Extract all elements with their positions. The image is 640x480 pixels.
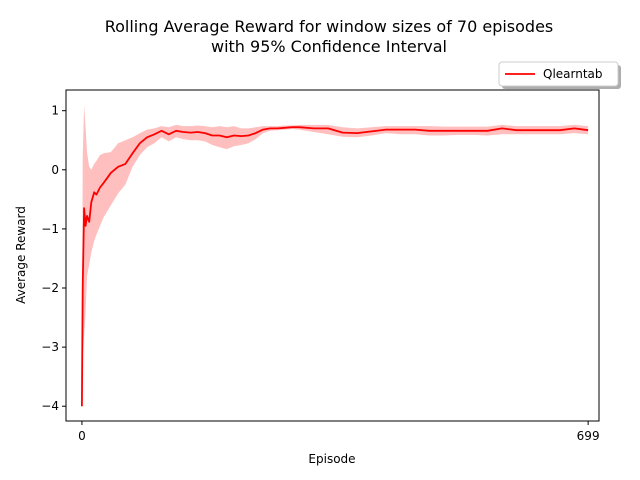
chart-title-line-2: with 95% Confidence Interval: [211, 37, 447, 56]
y-axis-ticks: 1 0 −1 −2 −3 −4: [41, 104, 66, 413]
legend-box: [498, 61, 619, 87]
series-line-qlearntab: [81, 126, 589, 407]
y-axis-label: Average Reward: [14, 206, 28, 304]
y-tick-label: 1: [51, 104, 59, 118]
y-tick-label: −3: [41, 340, 59, 354]
y-tick-label: −4: [41, 399, 59, 413]
x-axis-ticks: 0 699: [78, 421, 600, 443]
legend: Qlearntab: [498, 61, 621, 89]
plot-area: [81, 104, 589, 407]
confidence-interval-band: [81, 104, 589, 407]
x-axis-label: Episode: [308, 452, 355, 466]
y-tick-label: −1: [41, 222, 59, 236]
x-tick-label: 699: [577, 429, 600, 443]
legend-label-qlearntab: Qlearntab: [543, 67, 603, 81]
chart-title-line-1: Rolling Average Reward for window sizes …: [105, 17, 554, 36]
plot-frame: [65, 89, 600, 422]
y-tick-label: 0: [51, 163, 59, 177]
x-tick-label: 0: [78, 429, 86, 443]
y-tick-label: −2: [41, 281, 59, 295]
